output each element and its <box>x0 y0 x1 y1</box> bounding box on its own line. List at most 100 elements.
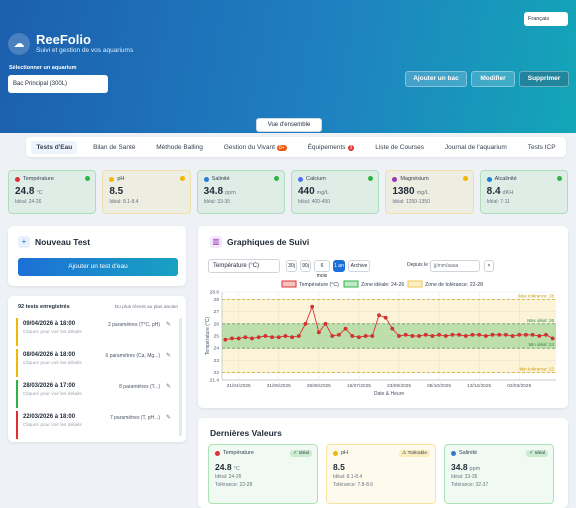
parameter-number: 24.8 <box>15 186 35 197</box>
latest-ideal: Idéal: 24-26 <box>215 474 242 480</box>
parameter-dot <box>297 176 303 182</box>
latest-status: ✓ Idéal <box>290 450 312 457</box>
data-point <box>397 334 401 338</box>
parameter-number: 1380 <box>392 186 415 197</box>
parameter-name-row: Calcium <box>297 176 372 182</box>
data-point <box>316 330 321 335</box>
latest-name-row: pH <box>333 450 429 456</box>
data-point <box>470 332 475 337</box>
aquarium-select[interactable]: Bac Principal (300L) <box>8 75 108 93</box>
language-select[interactable]: Français <box>524 12 568 26</box>
data-point <box>443 334 448 338</box>
test-list-card: 92 tests enregistrés Du plus récent au p… <box>8 296 186 442</box>
parameter-unit: mg/L <box>416 190 429 196</box>
latest-card: Salinité ✓ Idéal 34.8 ppm Idéal: 33-35 Toléra… <box>444 444 554 504</box>
zone-annotation: Max tolérance: 28 <box>518 293 554 298</box>
parameter-name: Calcium <box>305 176 326 182</box>
y-tick-label: 27 <box>214 309 220 315</box>
parameter-name-row: Salinité <box>203 176 278 182</box>
delete-button[interactable]: Supprimer <box>519 71 569 87</box>
data-point <box>503 332 508 337</box>
parameter-ideal: Idéal: 7-11 <box>486 199 510 205</box>
edit-icon[interactable]: ✎ <box>165 322 171 328</box>
tab[interactable]: Méthode Balling <box>151 141 208 154</box>
data-point <box>236 336 241 341</box>
new-test-title: Nouveau Test <box>35 237 91 247</box>
chart-header: ▥ Graphiques de Suivi <box>210 236 309 248</box>
tab[interactable]: Tests d'Eau <box>31 140 78 154</box>
legend-label: Température (°C) <box>299 282 339 288</box>
parameter-unit: °C <box>36 190 43 196</box>
tab-bar: Tests d'Eau Bilan de Santé Méthode Balling… <box>26 137 566 157</box>
range-button[interactable]: 30j <box>286 260 297 272</box>
test-params: 2 paramètres (T°C, pH) <box>107 322 160 328</box>
test-date: 09/04/2026 à 18:00 <box>23 321 76 327</box>
new-test-header: + Nouveau Test <box>18 236 90 248</box>
data-point <box>330 334 335 338</box>
new-test-card: + Nouveau Test Ajouter un test d'eau <box>8 226 186 286</box>
test-date: 22/03/2026 à 18:00 <box>23 414 76 420</box>
clear-date-button[interactable]: × <box>484 260 494 272</box>
test-item[interactable]: 08/04/2026 à 18:00 6 paramètres (Ca, Mg..… <box>16 349 174 377</box>
tab[interactable]: Tests ICP <box>523 141 561 154</box>
data-point <box>363 334 368 338</box>
latest-number: 34.8 <box>451 462 468 472</box>
test-item[interactable]: 22/03/2026 à 18:00 7 paramètres (T, pH...… <box>16 411 174 439</box>
parameter-card: Calcium 440 mg/L Idéal: 400-450 <box>290 170 380 214</box>
status-dot <box>179 176 185 181</box>
edit-icon[interactable]: ✎ <box>165 384 171 390</box>
data-point <box>390 326 395 331</box>
tab[interactable]: Liste de Courses <box>370 141 429 154</box>
tab-label: Tests d'Eau <box>36 143 73 151</box>
range-button[interactable]: 90j <box>300 260 311 272</box>
latest-name: pH <box>341 450 349 456</box>
app-subtitle: Suivi et gestion de vos aquariums <box>36 47 134 54</box>
test-hint: Cliquez pour voir les détails <box>23 330 82 335</box>
range-button[interactable]: Archive <box>348 260 370 272</box>
latest-dot <box>215 450 220 456</box>
data-point <box>524 332 528 337</box>
latest-value: 8.5 <box>333 462 429 472</box>
parameter-select[interactable]: Température (°C) <box>208 259 280 273</box>
parameter-number: 440 <box>297 186 315 197</box>
x-tick-label: 31/05/2025 <box>267 383 291 389</box>
y-tick-label: 28.6 <box>210 290 220 296</box>
parameter-value: 1380 mg/L <box>392 186 466 197</box>
data-point <box>336 332 341 337</box>
test-date: 08/04/2026 à 18:00 <box>23 352 76 358</box>
edit-icon[interactable]: ✎ <box>165 353 171 359</box>
y-tick-label: 21.4 <box>210 378 220 384</box>
add-tank-button[interactable]: Ajouter un bac <box>405 71 467 87</box>
legend-swatch <box>407 280 423 288</box>
parameter-ideal: Idéal: 1250-1350 <box>392 199 430 205</box>
latest-name-row: Température <box>215 450 311 456</box>
data-point <box>270 335 275 340</box>
test-item[interactable]: 28/03/2026 à 17:00 8 paramètres (T...) ✎ Cl… <box>16 380 174 408</box>
x-tick-label: 05/10/2025 <box>427 383 451 389</box>
test-item[interactable]: 09/04/2026 à 18:00 2 paramètres (T°C, pH)… <box>16 318 174 346</box>
parameter-dot <box>109 176 115 182</box>
tab[interactable]: Bilan de Santé <box>88 141 140 154</box>
data-point <box>477 332 482 337</box>
parameter-value: 24.8 °C <box>15 186 89 197</box>
add-test-button[interactable]: Ajouter un test d'eau <box>18 258 178 276</box>
date-input[interactable]: jj/mm/aaaa <box>430 260 480 272</box>
tab[interactable]: Gestion du Vivant 8+ <box>219 141 292 154</box>
legend-label: Zone de tolérance: 22-28 <box>425 282 483 288</box>
parameter-ideal: Idéal: 33-35 <box>203 199 231 205</box>
latest-number: 8.5 <box>333 462 345 472</box>
data-point <box>383 315 388 320</box>
tab[interactable]: Journal de l'aquarium <box>440 141 512 154</box>
tab-label: Méthode Balling <box>156 143 203 151</box>
latest-card: Température ✓ Idéal 24.8 °C Idéal: 24-26 Tolé… <box>208 444 318 504</box>
parameter-card: Alcalinité 8.4 dKH Idéal: 7-11 <box>479 170 568 214</box>
edit-icon[interactable]: ✎ <box>165 415 171 421</box>
parameter-number: 8.4 <box>486 186 501 197</box>
overview-button[interactable]: Vue d'ensemble <box>256 118 322 132</box>
tab[interactable]: Équipements 3 <box>303 141 360 154</box>
x-tick-label: 15/07/2025 <box>347 383 371 389</box>
data-point <box>403 332 408 337</box>
edit-button[interactable]: Modifier <box>471 71 515 87</box>
range-button[interactable]: 6 mois <box>314 260 330 279</box>
range-button[interactable]: 1 an <box>333 260 345 272</box>
